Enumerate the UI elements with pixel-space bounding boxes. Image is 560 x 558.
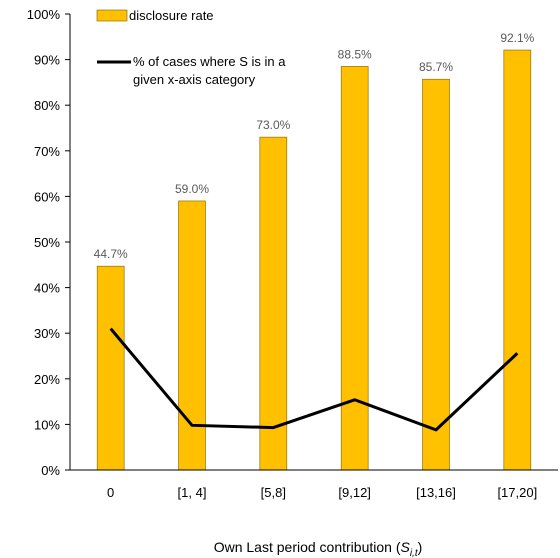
y-tick-label: 40% <box>34 281 60 296</box>
line-series <box>109 327 519 432</box>
y-tick-label: 30% <box>34 326 60 341</box>
legend: disclosure rate % of cases where S is in… <box>96 8 286 87</box>
x-tick-label: [9,12] <box>338 485 371 500</box>
legend-label-cases-line2: given x-axis category <box>133 72 256 87</box>
y-tick-label: 50% <box>34 235 60 250</box>
bar <box>503 49 532 471</box>
legend-label-cases-line1: % of cases where S is in a <box>133 54 286 69</box>
y-tick-label: 60% <box>34 189 60 204</box>
y-tick-label: 80% <box>34 98 60 113</box>
x-axis-title: Own Last period contribution (Si,t) <box>214 539 423 558</box>
bar <box>178 200 206 471</box>
x-tick-label: [5,8] <box>261 485 286 500</box>
bar <box>422 78 450 471</box>
cases-line <box>109 327 519 432</box>
x-axis-ticks: 0 [1, 4] [5,8] [9,12] [13,16] [17,20] <box>107 485 537 500</box>
data-labels: 44.7% 59.0% 73.0% 88.5% 85.7% 92.1% <box>94 31 535 261</box>
legend-bar-swatch <box>96 9 128 22</box>
y-tick-label: 90% <box>34 53 60 68</box>
x-tick-label: [17,20] <box>497 485 537 500</box>
bar-data-label: 88.5% <box>338 47 372 61</box>
axes <box>69 14 558 471</box>
bars <box>96 49 532 471</box>
y-axis-ticks: 0% 10% 20% 30% 40% 50% 60% 70% 80% 90% 100% <box>27 7 70 478</box>
y-tick-label: 0% <box>41 463 60 478</box>
bar-data-label: 73.0% <box>256 118 290 132</box>
y-tick-label: 100% <box>27 7 61 22</box>
bar-data-label: 92.1% <box>500 31 534 45</box>
bar-data-label: 44.7% <box>94 247 128 261</box>
bar <box>96 265 125 471</box>
x-tick-label: 0 <box>107 485 114 500</box>
y-tick-label: 70% <box>34 144 60 159</box>
x-tick-label: [1, 4] <box>178 485 207 500</box>
y-tick-label: 20% <box>34 372 60 387</box>
legend-label-disclosure-rate: disclosure rate <box>129 8 214 23</box>
bar-data-label: 59.0% <box>175 182 209 196</box>
bar <box>259 136 288 471</box>
bar-data-label: 85.7% <box>419 60 453 74</box>
bar <box>340 66 369 471</box>
y-tick-label: 10% <box>34 417 60 432</box>
x-tick-label: [13,16] <box>416 485 456 500</box>
